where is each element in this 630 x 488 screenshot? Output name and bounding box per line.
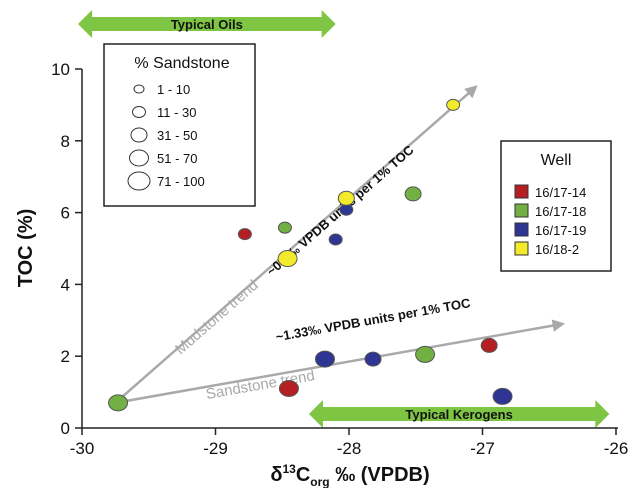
well-legend-label: 16/17-18 [535, 204, 586, 219]
data-point [480, 337, 498, 353]
data-point [492, 387, 513, 405]
size-legend-marker [127, 171, 151, 191]
data-point [446, 98, 461, 111]
size-legend-items: 1 - 10 11 - 30 31 - 50 51 - 70 71 - 100 [127, 82, 205, 191]
range-band-label: Typical Kerogens [405, 407, 512, 422]
size-legend-title: % Sandstone [134, 55, 229, 72]
well-legend-swatch [514, 203, 529, 218]
x-tick-label: -30 [70, 439, 95, 458]
size-legend-marker [129, 149, 149, 167]
axes [81, 69, 618, 429]
y-tick-label: 8 [61, 132, 70, 151]
range-band-arrow [308, 400, 610, 428]
x-axis-title: δ13Corg ‰ (VPDB) [270, 462, 429, 488]
data-point [404, 186, 422, 202]
data-point [237, 228, 252, 241]
well-legend-swatch [514, 222, 529, 237]
trend-name-label: Sandstone trend [205, 367, 316, 403]
data-point [337, 190, 355, 206]
x-tick-label: -29 [203, 439, 228, 458]
x-axis-title-sup: 13 [282, 462, 296, 476]
well-legend-label: 16/17-14 [535, 185, 586, 200]
size-legend-label: 1 - 10 [157, 82, 190, 97]
x-tick-label: -26 [604, 439, 629, 458]
x-tick-label: -28 [337, 439, 362, 458]
size-legend-label: 11 - 30 [157, 105, 197, 120]
data-point [415, 345, 436, 363]
data-point [108, 394, 129, 412]
well-legend-label: 16/17-19 [535, 223, 586, 238]
well-legend-swatch [514, 241, 529, 256]
x-ticks: -30 -29 -28 -27 -26 [70, 428, 629, 458]
data-point [278, 380, 299, 398]
x-tick-label: -27 [470, 439, 495, 458]
size-legend-marker [132, 106, 146, 118]
trend-name-label: Mudstone trend [172, 277, 262, 358]
data-point [277, 250, 298, 268]
range-band-label: Typical Oils [171, 17, 243, 32]
y-tick-label: 2 [61, 347, 70, 366]
data-point [328, 233, 343, 246]
data-point [364, 351, 382, 367]
range-bands: Typical Oils Typical Kerogens [78, 10, 610, 428]
range-band-arrow [78, 10, 336, 38]
size-legend-label: 31 - 50 [157, 128, 197, 143]
y-axis-title: TOC (%) [15, 209, 37, 288]
x-axis-title-sub: org [310, 475, 329, 488]
y-tick-label: 4 [61, 275, 70, 294]
data-point [314, 350, 335, 368]
trend-slope-label: ~1.33‰ VPDB units per 1% TOC [275, 295, 473, 344]
well-legend-label: 16/18-2 [535, 242, 579, 257]
data-point [339, 203, 354, 216]
y-tick-label: 10 [51, 60, 70, 79]
well-legend: Well 16/17-14 16/17-18 16/17-19 16/18-2 [500, 140, 612, 272]
x-axis-title-delta: δ [270, 464, 282, 486]
size-legend-marker [130, 127, 148, 143]
y-ticks: 0 2 4 6 8 10 [51, 60, 82, 438]
well-legend-swatch [514, 184, 529, 199]
x-axis-title-c: C [296, 464, 310, 486]
size-legend: % Sandstone 1 - 10 11 - 30 31 - 50 51 - 70 7… [103, 43, 256, 207]
well-legend-title: Well [541, 152, 572, 169]
size-legend-label: 71 - 100 [157, 174, 205, 189]
trend-line [114, 85, 478, 404]
size-legend-label: 51 - 70 [157, 151, 197, 166]
x-axis-title-rest: ‰ (VPDB) [330, 464, 430, 486]
size-legend-marker [133, 84, 145, 94]
well-legend-items: 16/17-14 16/17-18 16/17-19 16/18-2 [514, 184, 586, 257]
data-point [277, 221, 292, 234]
y-tick-label: 6 [61, 204, 70, 223]
y-tick-label: 0 [61, 419, 70, 438]
trend-line [115, 319, 566, 405]
data-points [108, 98, 513, 412]
